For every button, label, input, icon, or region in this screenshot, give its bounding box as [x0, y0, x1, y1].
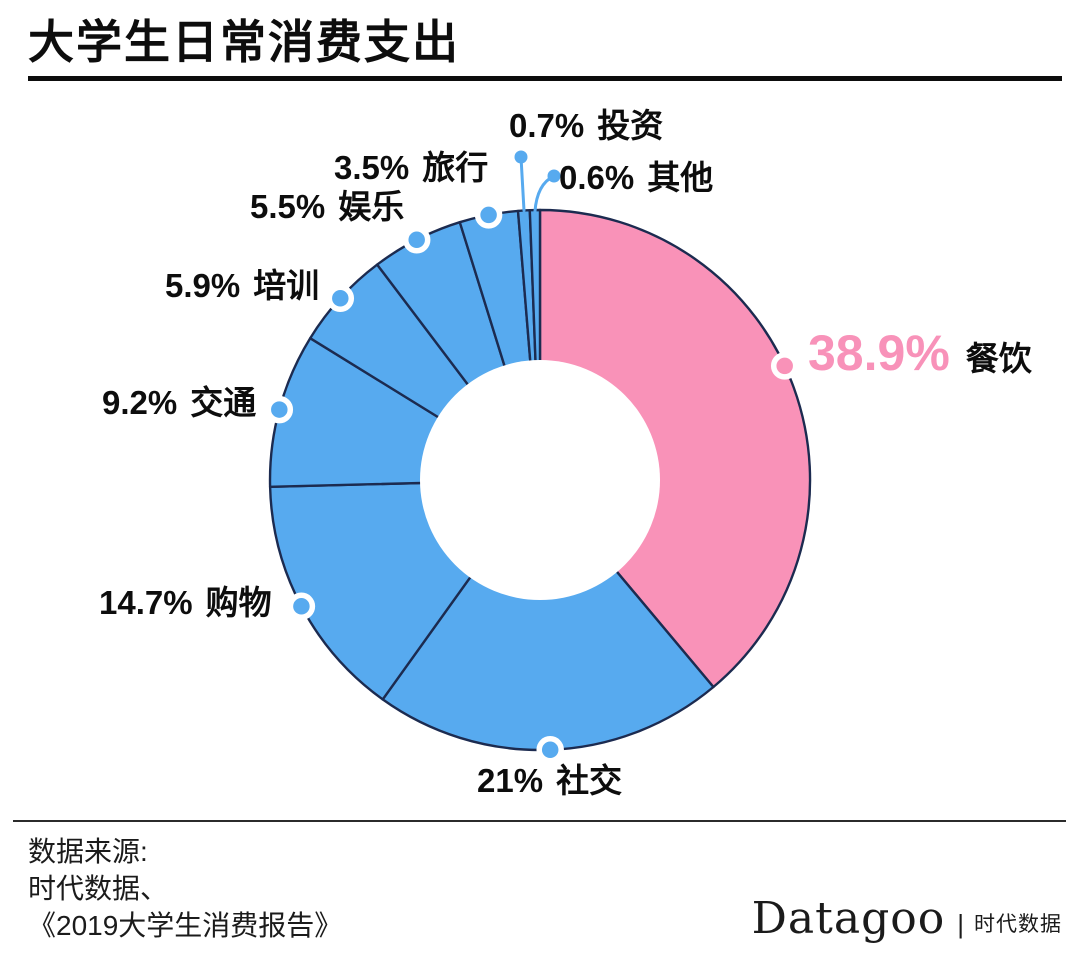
slice-pct-training: 5.9%: [165, 267, 241, 304]
slice-name-entertainment: 娱乐: [338, 188, 405, 225]
slice-name-travel: 旅行: [422, 149, 489, 186]
slice-pct-shopping: 14.7%: [99, 584, 193, 621]
slice-label-shopping: 14.7% 购物: [99, 584, 272, 621]
slice-label-other: 0.6% 其他: [559, 159, 714, 196]
slice-pct-dining: 38.9%: [808, 325, 950, 381]
source-line-1: 数据来源:: [28, 836, 148, 867]
page-title: 大学生日常消费支出: [28, 16, 460, 68]
data-source: 数据来源: 时代数据、 《2019大学生消费报告》: [28, 833, 342, 944]
slice-name-shopping: 购物: [205, 584, 272, 621]
brand-suffix: 时代数据: [974, 913, 1062, 936]
slice-name-investment: 投资: [597, 107, 664, 144]
footer-divider: [13, 820, 1066, 822]
slice-label-training: 5.9% 培训: [165, 267, 320, 304]
slice-pct-entertainment: 5.5%: [250, 188, 326, 225]
source-line-2: 时代数据、: [28, 873, 169, 904]
slice-label-investment: 0.7% 投资: [509, 107, 664, 144]
source-line-3: 《2019大学生消费报告》: [28, 910, 343, 941]
slice-label-travel: 3.5% 旅行: [334, 149, 489, 186]
slice-pct-other: 0.6%: [559, 159, 635, 196]
slice-name-social: 社交: [556, 762, 623, 799]
slice-name-transport: 交通: [190, 384, 257, 421]
slice-label-dining: 38.9% 餐饮: [808, 326, 1032, 381]
slice-label-transport: 9.2% 交通: [102, 384, 257, 421]
slice-pct-transport: 9.2%: [102, 384, 178, 421]
slice-label-social: 21% 社交: [477, 762, 623, 799]
slice-name-other: 其他: [647, 159, 714, 196]
slice-label-entertainment: 5.5% 娱乐: [250, 188, 405, 225]
title-underline: [28, 76, 1062, 81]
slice-name-training: 培训: [253, 267, 320, 304]
logo-divider-bar: |: [957, 909, 964, 939]
slice-pct-investment: 0.7%: [509, 107, 585, 144]
brand-name: Datagoo: [751, 893, 946, 944]
slice-name-dining: 餐饮: [965, 340, 1032, 377]
slice-pct-travel: 3.5%: [334, 149, 410, 186]
slice-pct-social: 21%: [477, 762, 544, 799]
brand-logo: Datagoo | 时代数据: [752, 893, 1062, 944]
